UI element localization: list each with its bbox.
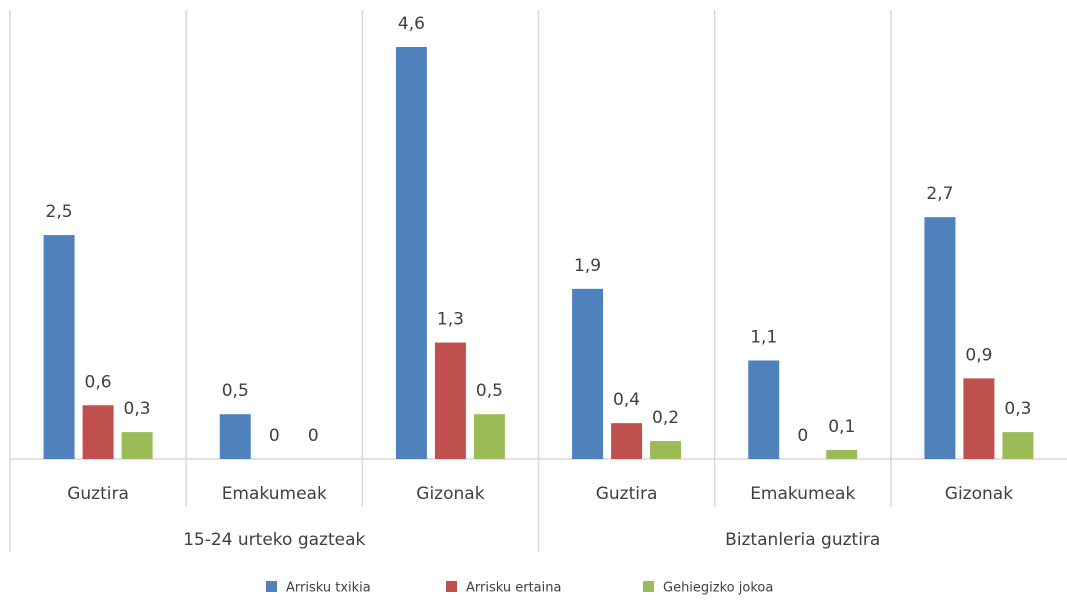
legend-swatch [266,581,277,592]
bar [650,441,682,459]
group-label: Biztanleria guztira [725,530,880,550]
category-label: Gizonak [416,484,484,504]
data-label: 0,5 [222,381,249,401]
legend-label: Arrisku ertaina [466,581,561,596]
data-label: 0,9 [965,345,992,365]
data-label: 2,5 [46,202,73,222]
category-label: Gizonak [945,484,1013,504]
bar [219,414,251,459]
bar [1002,432,1034,459]
bar [748,360,780,459]
data-label: 1,1 [750,327,777,347]
data-label: 0,5 [476,381,503,401]
bar [924,217,956,459]
data-label: 0,3 [1004,399,1031,419]
legend-label: Arrisku txikia [286,581,371,596]
bar [473,414,505,459]
bar [82,405,114,459]
data-label: 0,2 [652,408,679,428]
category-label: Guztira [596,484,658,504]
legend-swatch [446,581,457,592]
data-label: 0 [308,426,319,446]
bar [963,378,995,459]
data-label: 0,6 [85,372,112,392]
category-label: Guztira [67,484,129,504]
data-label: 0,3 [124,399,151,419]
group-label: 15-24 urteko gazteak [183,530,365,550]
data-label: 0 [797,426,808,446]
data-label: 0 [269,426,280,446]
data-label: 4,6 [398,14,425,34]
data-label: 1,3 [437,310,464,330]
legend-label: Gehiegizko jokoa [663,581,773,596]
bar [121,432,153,459]
bar [826,450,858,459]
data-label: 2,7 [926,184,953,204]
bar [572,288,604,459]
bar [395,47,427,459]
legend-swatch [643,581,654,592]
category-label: Emakumeak [750,484,855,504]
bar [434,342,466,459]
category-label: Emakumeak [222,484,327,504]
bar [43,235,75,459]
data-label: 0,1 [828,417,855,437]
data-label: 1,9 [574,256,601,276]
bar [611,423,643,459]
data-label: 0,4 [613,390,640,410]
